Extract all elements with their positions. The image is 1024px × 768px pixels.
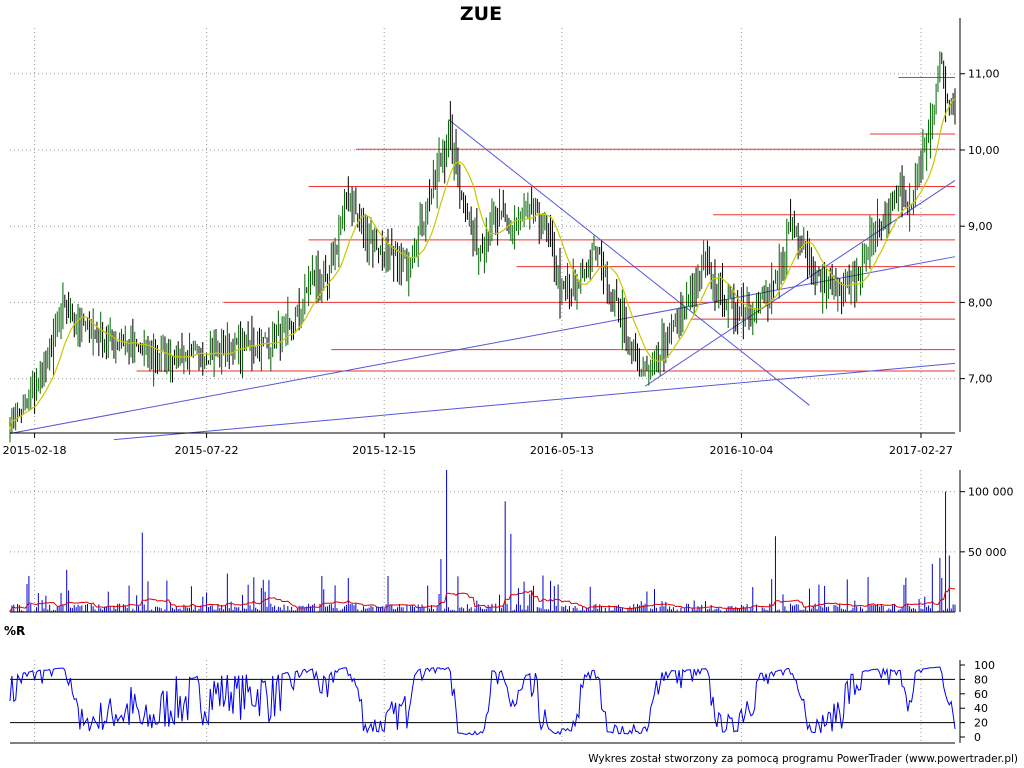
williams-r-tick-label: 40 (974, 702, 988, 715)
date-tick-label: 2015-12-15 (352, 444, 416, 457)
volume-tick-label: 100 000 (968, 486, 1014, 499)
price-panel: 11,00 10,00 9,00 8,00 7,00 2015-02-18 2015-07… (3, 18, 1000, 457)
chart-title: ZUE (460, 3, 502, 25)
williams-r-tick-label: 100 (974, 659, 995, 672)
williams-r-line (9, 666, 956, 736)
date-tick-label: 2015-07-22 (175, 444, 239, 457)
price-tick-label: 9,00 (968, 220, 993, 233)
price-y-axis: 11,00 10,00 9,00 8,00 7,00 (959, 18, 1000, 432)
price-bars (9, 51, 956, 443)
support-resistance-lines (136, 77, 955, 372)
volume-moving-average (9, 587, 956, 612)
williams-r-tick-label: 0 (974, 731, 981, 744)
price-tick-label: 8,00 (968, 296, 993, 309)
volume-panel: 100 000 50 000 (9, 470, 1014, 613)
date-tick-label: 2017-02-27 (889, 444, 953, 457)
date-tick-label: 2016-10-04 (709, 444, 773, 457)
williams-r-tick-label: 20 (974, 717, 988, 730)
trend-line (113, 362, 956, 441)
price-tick-label: 7,00 (968, 373, 993, 386)
footer-credit: Wykres został stworzony za pomocą progra… (588, 753, 1018, 765)
date-tick-label: 2016-05-13 (530, 444, 594, 457)
volume-y-axis: 100 000 50 000 (959, 470, 1014, 612)
trend-line (9, 256, 956, 435)
volume-gridlines (10, 470, 955, 613)
price-moving-average (9, 98, 956, 430)
date-axis: 2015-02-18 2015-07-22 2015-12-15 2016-05-13… (3, 432, 955, 457)
date-tick-label: 2015-02-18 (3, 444, 67, 457)
williams-r-label: %R (4, 624, 25, 638)
trend-lines (9, 119, 956, 441)
williams-r-gridlines (10, 660, 955, 744)
price-tick-label: 11,00 (968, 68, 1000, 81)
trend-line (644, 180, 956, 387)
williams-r-tick-label: 60 (974, 688, 988, 701)
trend-line (448, 119, 810, 406)
williams-r-tick-label: 80 (974, 673, 988, 686)
price-tick-label: 10,00 (968, 144, 1000, 157)
volume-tick-label: 50 000 (968, 546, 1007, 559)
